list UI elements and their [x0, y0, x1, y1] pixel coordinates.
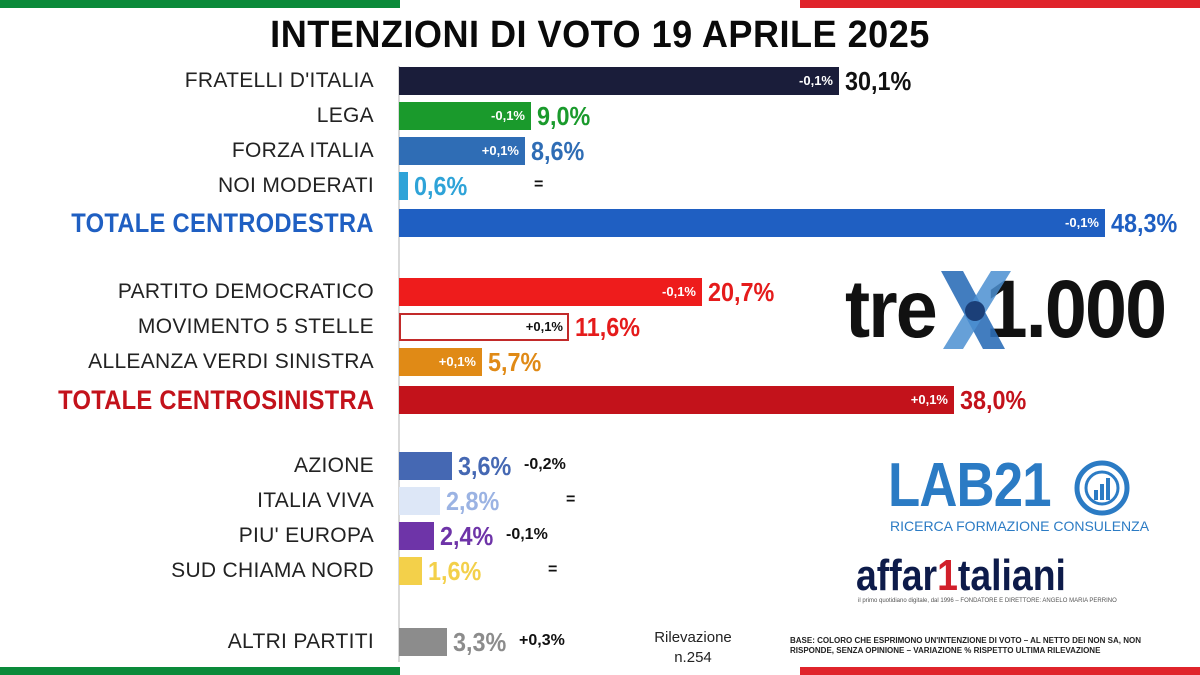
change-piu-europa: -0,1% — [506, 526, 548, 543]
row-label-italia-viva: ITALIA VIVA — [257, 489, 374, 512]
affari-logo-post: taliani — [957, 551, 1066, 600]
survey-number: Rilevazione n.254 — [638, 628, 748, 668]
change-sud-chiama-nord: = — [548, 561, 558, 578]
chart-title: INTENZIONI DI VOTO 19 APRILE 2025 — [270, 14, 930, 56]
value-sud-chiama-nord: 1,6% — [428, 556, 482, 586]
change-noi-moderati: = — [534, 176, 544, 193]
bar-piu-europa — [399, 522, 434, 550]
value-piu-europa: 2,4% — [440, 521, 494, 551]
survey-id: n.254 — [674, 649, 712, 666]
value-alleanza-verdi-sinistra: 5,7% — [488, 347, 542, 377]
row-label-totale-centrodestra: TOTALE CENTRODESTRA — [71, 208, 374, 238]
value-forza-italia: 8,6% — [531, 136, 585, 166]
trex-logo: tre 1.000 — [845, 265, 1175, 355]
row-label-azione: AZIONE — [294, 454, 374, 477]
row-label-movimento-5-stelle: MOVIMENTO 5 STELLE — [137, 315, 374, 338]
change-forza-italia: +0,1% — [481, 143, 519, 158]
affari-tagline: il primo quotidiano digitale, dal 1996 –… — [858, 598, 1117, 604]
value-lega: 9,0% — [537, 101, 591, 131]
value-noi-moderati: 0,6% — [414, 171, 468, 201]
bar-sud-chiama-nord — [399, 557, 422, 585]
trex-logo-text: tre — [845, 264, 938, 355]
lab21-target-icon — [1074, 460, 1130, 516]
value-totale-centrodestra: 48,3% — [1111, 208, 1178, 238]
bar-alleanza-verdi-sinistra — [399, 348, 482, 376]
bar-fratelli-d-italia — [399, 67, 839, 95]
bar-italia-viva — [399, 487, 440, 515]
change-totale-centrodestra: -0,1% — [1065, 215, 1099, 230]
bar-totale-centrosinistra — [399, 386, 954, 414]
row-label-partito-democratico: PARTITO DEMOCRATICO — [117, 280, 374, 303]
affari-logo-pre: affar — [856, 551, 938, 600]
bar-movimento-5-stelle — [399, 313, 569, 341]
value-fratelli-d-italia: 30,1% — [845, 66, 912, 96]
affaritaliani-logo: affar1taliani il primo quotidiano digita… — [856, 552, 1176, 612]
change-italia-viva: = — [566, 491, 576, 508]
row-label-piu-europa: PIU' EUROPA — [238, 524, 374, 547]
row-label-noi-moderati: NOI MODERATI — [217, 174, 374, 197]
value-azione: 3,6% — [458, 451, 512, 481]
survey-label: Rilevazione — [654, 629, 732, 646]
change-lega: -0,1% — [491, 108, 525, 123]
lab21-logo: LAB21 RICERCA FORMAZIONE CONSULENZA — [888, 451, 1150, 542]
flag-stripe-top — [0, 0, 1200, 8]
bar-lega — [399, 102, 531, 130]
bar-azione — [399, 452, 452, 480]
change-movimento-5-stelle: +0,1% — [525, 319, 563, 334]
change-partito-democratico: -0,1% — [662, 284, 696, 299]
trex-x-icon — [941, 271, 1011, 349]
row-label-alleanza-verdi-sinistra: ALLEANZA VERDI SINISTRA — [88, 350, 374, 373]
flag-stripe-bottom — [0, 667, 1200, 675]
row-label-totale-centrosinistra: TOTALE CENTROSINISTRA — [57, 385, 374, 415]
lab21-subtitle: RICERCA FORMAZIONE CONSULENZA — [890, 518, 1150, 534]
bar-partito-democratico — [399, 278, 702, 306]
bar-totale-centrodestra — [399, 209, 1105, 237]
base-note: BASE: COLORO CHE ESPRIMONO UN'INTENZIONE… — [790, 636, 1141, 655]
change-altri-partiti: +0,3% — [519, 632, 565, 649]
change-azione: -0,2% — [524, 456, 566, 473]
change-alleanza-verdi-sinistra: +0,1% — [438, 354, 476, 369]
value-totale-centrosinistra: 38,0% — [960, 385, 1027, 415]
affari-logo-one: 1 — [937, 551, 958, 600]
value-partito-democratico: 20,7% — [708, 277, 775, 307]
value-italia-viva: 2,8% — [446, 486, 500, 516]
row-label-sud-chiama-nord: SUD CHIAMA NORD — [171, 559, 374, 582]
bar-altri-partiti — [399, 628, 447, 656]
value-altri-partiti: 3,3% — [453, 627, 507, 657]
bar-forza-italia — [399, 137, 525, 165]
change-fratelli-d-italia: -0,1% — [799, 73, 833, 88]
change-totale-centrosinistra: +0,1% — [910, 392, 948, 407]
row-label-forza-italia: FORZA ITALIA — [231, 139, 374, 162]
trex-logo-suffix: 1.000 — [985, 264, 1167, 355]
row-label-lega: LEGA — [316, 104, 374, 127]
bar-noi-moderati — [399, 172, 408, 200]
lab21-logo-text: LAB21 — [888, 451, 1052, 520]
row-label-altri-partiti: ALTRI PARTITI — [227, 630, 374, 653]
row-label-fratelli-d-italia: FRATELLI D'ITALIA — [184, 69, 374, 92]
value-movimento-5-stelle: 11,6% — [575, 312, 641, 342]
